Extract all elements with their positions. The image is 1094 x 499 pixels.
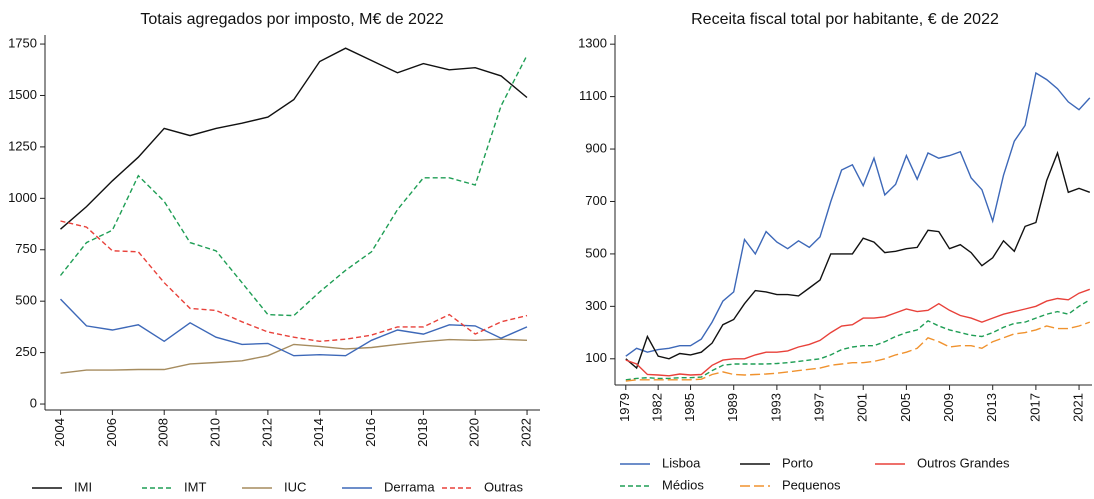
- y-tick-label: 700: [585, 193, 607, 208]
- series-line: [59, 55, 528, 317]
- series-line: [625, 71, 1091, 357]
- y-tick-label: 500: [15, 293, 37, 308]
- y-tick-label: 1100: [579, 88, 607, 103]
- series-line: [60, 220, 528, 343]
- y-tick-label: 1000: [8, 190, 37, 205]
- chart-title: Totais agregados por imposto, M€ de 2022: [140, 11, 443, 28]
- x-tick-label: 2014: [311, 418, 326, 447]
- y-tick-label: 100: [585, 350, 607, 365]
- series-line: [625, 288, 1091, 377]
- legend-label: IMT: [184, 479, 206, 494]
- x-tick-label: 1985: [682, 393, 697, 422]
- legend-label: IMI: [74, 479, 92, 494]
- x-tick-label: 1989: [725, 393, 740, 422]
- y-tick-label: 500: [585, 245, 607, 260]
- x-tick-label: 2012: [259, 418, 274, 447]
- legend-label: Derrama: [384, 479, 435, 494]
- y-tick-label: 1500: [8, 87, 37, 102]
- legend-label: Pequenos: [782, 477, 841, 492]
- x-tick-label: 2009: [941, 393, 956, 422]
- legend-label: Lisboa: [662, 455, 701, 470]
- y-tick-label: 1300: [578, 36, 607, 51]
- legend-label: Outras: [484, 479, 524, 494]
- x-tick-label: 1993: [768, 393, 783, 422]
- legend-label: Porto: [782, 455, 813, 470]
- x-tick-label: 1979: [617, 393, 632, 422]
- y-tick-label: 1750: [8, 35, 37, 50]
- y-tick-label: 300: [585, 298, 607, 313]
- x-tick-label: 2005: [898, 393, 913, 422]
- legend-label: IUC: [284, 479, 306, 494]
- x-tick-label: 2017: [1027, 393, 1042, 422]
- x-tick-label: 2016: [363, 418, 378, 447]
- y-tick-label: 900: [585, 140, 607, 155]
- y-tick-label: 1250: [8, 138, 37, 153]
- series-line: [625, 150, 1091, 370]
- x-tick-label: 1997: [811, 393, 826, 422]
- x-tick-label: 2004: [52, 418, 67, 447]
- series-line: [60, 47, 528, 230]
- x-tick-label: 2001: [855, 393, 870, 422]
- y-tick-label: 250: [15, 344, 37, 359]
- legend-label: Médios: [662, 477, 704, 492]
- x-tick-label: 2021: [1070, 393, 1085, 422]
- legend-label: Outros Grandes: [917, 455, 1010, 470]
- x-tick-label: 2006: [104, 418, 119, 447]
- x-tick-label: 1982: [650, 393, 665, 422]
- x-tick-label: 2020: [467, 418, 482, 447]
- x-tick-label: 2013: [984, 393, 999, 422]
- series-line: [625, 321, 1091, 382]
- series-line: [625, 299, 1091, 381]
- x-tick-label: 2010: [207, 418, 222, 447]
- x-tick-label: 2018: [415, 418, 430, 447]
- series-line: [59, 298, 528, 357]
- y-tick-label: 0: [30, 395, 37, 410]
- series-line: [60, 338, 528, 374]
- x-tick-label: 2008: [156, 418, 171, 447]
- chart-title: Receita fiscal total por habitante, € de…: [691, 11, 999, 28]
- y-tick-label: 750: [15, 241, 37, 256]
- x-tick-label: 2022: [518, 418, 533, 447]
